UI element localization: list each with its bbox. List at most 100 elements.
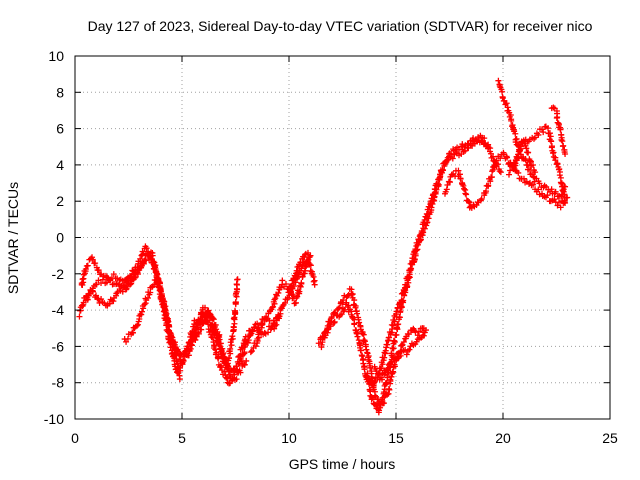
data-point: [384, 341, 391, 348]
data-point: [198, 326, 205, 333]
data-point: [462, 147, 469, 154]
data-point: [110, 298, 117, 305]
x-tick-label: 20: [495, 430, 511, 446]
y-tick-label: 4: [56, 157, 64, 173]
data-point: [447, 179, 454, 186]
data-point: [354, 333, 361, 340]
data-point: [197, 316, 204, 323]
data-point: [241, 349, 248, 356]
data-point: [487, 178, 494, 185]
data-point: [530, 173, 537, 180]
data-point: [535, 186, 542, 193]
data-point: [363, 346, 370, 353]
data-point: [540, 129, 547, 136]
data-point: [384, 391, 391, 398]
data-point: [277, 284, 284, 291]
data-point: [248, 348, 255, 355]
data-point: [420, 332, 427, 339]
data-point: [406, 346, 413, 353]
data-point: [380, 389, 387, 396]
data-point: [466, 199, 473, 206]
data-point: [415, 236, 422, 243]
data-point: [192, 336, 199, 343]
x-tick-label: 5: [178, 430, 186, 446]
data-point: [349, 315, 356, 322]
data-point: [206, 310, 213, 317]
data-point: [485, 145, 492, 152]
data-point: [307, 262, 314, 269]
data-point: [561, 191, 568, 198]
data-point: [562, 200, 569, 207]
data-point: [414, 241, 421, 248]
data-point: [163, 321, 170, 328]
data-point: [354, 310, 361, 317]
data-point: [367, 364, 374, 371]
data-point: [213, 349, 220, 356]
data-point: [532, 169, 539, 176]
data-point: [378, 365, 385, 372]
data-point: [292, 299, 299, 306]
data-point: [532, 134, 539, 141]
data-point: [150, 259, 157, 266]
data-point: [227, 339, 234, 346]
data-point: [508, 116, 515, 123]
data-point: [341, 306, 348, 313]
data-point: [188, 331, 195, 338]
data-point: [351, 320, 358, 327]
data-point: [504, 154, 511, 161]
data-point: [554, 114, 561, 121]
data-point: [194, 329, 201, 336]
data-point: [194, 319, 201, 326]
data-point: [397, 352, 404, 359]
data-point: [234, 276, 241, 283]
data-point: [230, 323, 237, 330]
data-point: [559, 138, 566, 145]
data-point: [84, 296, 91, 303]
data-point: [555, 199, 562, 206]
data-point: [393, 313, 400, 320]
data-point: [129, 329, 136, 336]
data-point: [180, 357, 187, 364]
data-point: [377, 404, 384, 411]
data-point: [159, 301, 166, 308]
data-point: [355, 314, 362, 321]
chart-title: Day 127 of 2023, Sidereal Day-to-day VTE…: [88, 18, 593, 34]
data-point: [552, 188, 559, 195]
data-point: [418, 228, 425, 235]
data-point: [271, 325, 278, 332]
data-point: [227, 345, 234, 352]
data-point: [255, 324, 262, 331]
x-tick-label: 0: [71, 430, 79, 446]
y-tick-label: -10: [44, 411, 64, 427]
data-point: [156, 291, 163, 298]
data-point: [497, 169, 504, 176]
data-point: [176, 364, 183, 371]
data-point: [231, 307, 238, 314]
data-point: [497, 155, 504, 162]
data-point: [121, 282, 128, 289]
data-point: [412, 246, 419, 253]
data-point: [229, 335, 236, 342]
data-point: [318, 344, 325, 351]
data-point: [186, 339, 193, 346]
data-point: [388, 358, 395, 365]
data-point: [551, 196, 558, 203]
data-point: [369, 395, 376, 402]
data-point: [210, 316, 217, 323]
data-point: [298, 279, 305, 286]
data-point: [379, 394, 386, 401]
data-point: [282, 281, 289, 288]
data-point: [393, 351, 400, 358]
data-point: [562, 151, 569, 158]
data-point: [340, 297, 347, 304]
y-tick-label: 6: [56, 121, 64, 137]
data-point: [143, 245, 150, 252]
data-point: [138, 311, 145, 318]
data-point: [361, 337, 368, 344]
data-point: [495, 77, 502, 84]
data-point: [117, 287, 124, 294]
data-point: [137, 255, 144, 262]
data-point: [254, 337, 261, 344]
data-point: [247, 349, 254, 356]
data-point: [348, 291, 355, 298]
